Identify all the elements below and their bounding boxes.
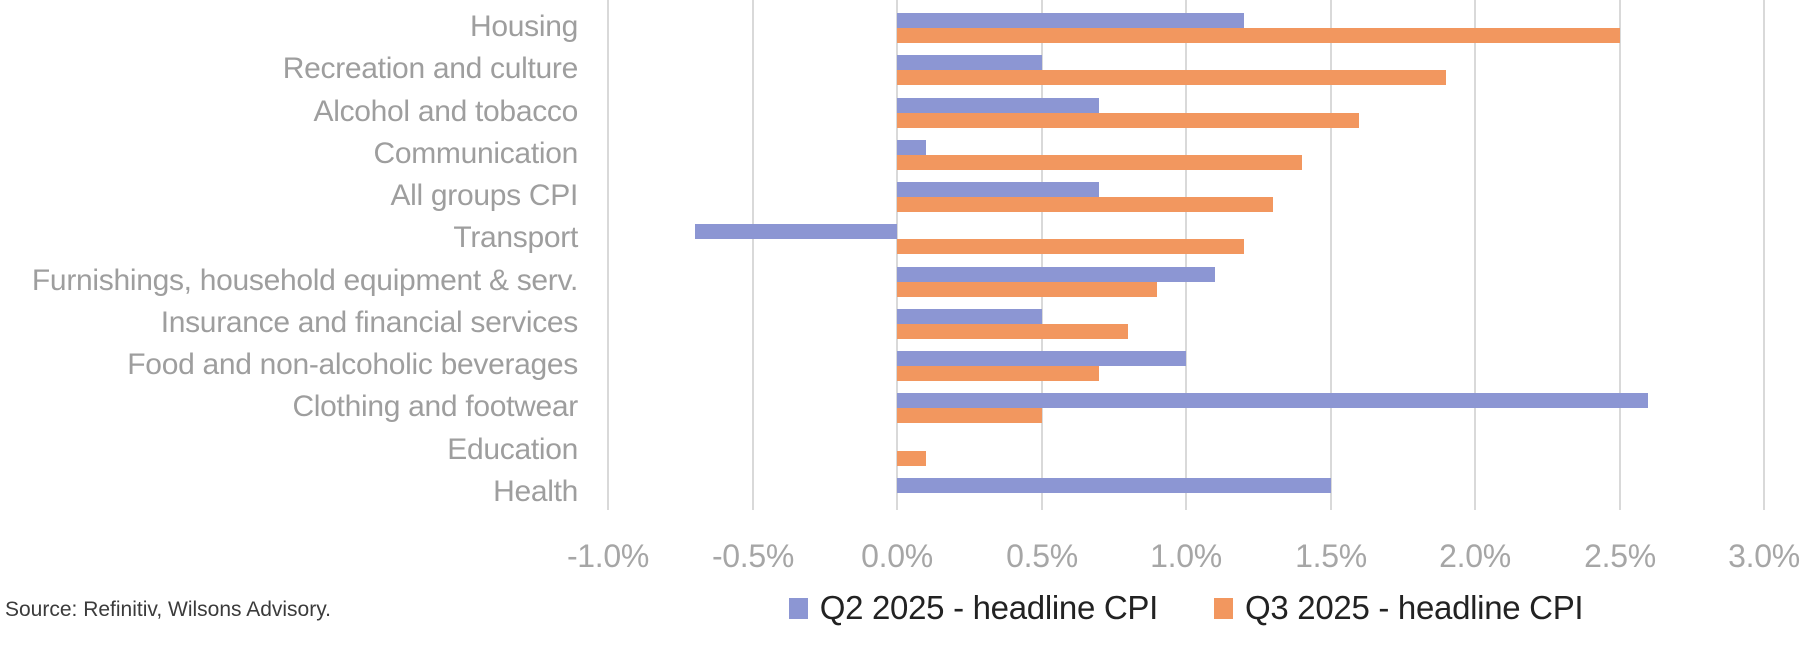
bar-series0	[897, 13, 1244, 28]
gridline-0.0%	[896, 0, 898, 510]
legend-label-q2: Q2 2025 - headline CPI	[819, 589, 1159, 626]
gridline--1.0%	[607, 0, 609, 510]
gridline-0.5%	[1040, 0, 1043, 510]
gridline-1.0%	[1185, 0, 1187, 510]
x-tick-label: 1.0%	[1150, 538, 1222, 574]
bar-series1	[897, 70, 1446, 85]
bar-series1	[897, 408, 1042, 423]
bar-series1	[897, 324, 1128, 339]
category-label: Clothing and footwear	[292, 390, 578, 423]
x-tick-label: 0.0%	[861, 538, 933, 574]
bar-series1	[897, 28, 1620, 43]
category-label: Furnishings, household equipment & serv.	[31, 264, 578, 297]
category-label: Transport	[453, 221, 578, 254]
gridline-1.5%	[1329, 0, 1332, 510]
category-label: Health	[493, 475, 578, 508]
category-label: Education	[447, 433, 578, 466]
bar-series0	[897, 351, 1186, 366]
source-note: Source: Refinitiv, Wilsons Advisory.	[5, 598, 331, 621]
bar-series0	[897, 478, 1331, 493]
legend-label-q3: Q3 2025 - headline CPI	[1245, 589, 1584, 626]
x-tick-label: -1.0%	[566, 538, 650, 574]
bar-series1	[897, 197, 1273, 212]
bar-series1	[897, 366, 1099, 381]
bar-series0	[897, 267, 1215, 282]
bar-series1	[897, 155, 1302, 170]
category-label: Insurance and financial services	[160, 306, 579, 339]
x-tick-label: 2.0%	[1439, 538, 1511, 574]
bar-series1	[897, 282, 1157, 297]
bar-series0	[897, 309, 1042, 324]
legend: Q2 2025 - headline CPI Q3 2025 - headlin…	[608, 586, 1764, 630]
category-label: Food and non-alcoholic beverages	[127, 348, 578, 381]
bar-series1	[897, 239, 1244, 254]
legend-item-q2: Q2 2025 - headline CPI	[788, 589, 1159, 627]
category-label: All groups CPI	[390, 179, 578, 212]
x-tick-label: 3.0%	[1728, 538, 1800, 574]
legend-swatch-q2	[788, 597, 808, 619]
gridline-3.0%	[1763, 0, 1765, 510]
bar-series0	[897, 140, 926, 155]
x-tick-label: 0.5%	[1006, 538, 1078, 574]
x-tick-label: -0.5%	[711, 538, 795, 574]
bar-series1	[897, 113, 1359, 128]
bar-series1	[897, 451, 926, 466]
legend-item-q3: Q3 2025 - headline CPI	[1214, 589, 1584, 627]
bar-series0	[897, 393, 1648, 408]
x-tick-label: 1.5%	[1295, 538, 1367, 574]
bar-series0	[695, 224, 897, 239]
gridline-2.5%	[1618, 0, 1621, 510]
bar-series0	[897, 98, 1099, 113]
bar-series0	[897, 182, 1099, 197]
legend-swatch-q3	[1214, 597, 1233, 619]
gridline--0.5%	[751, 0, 754, 510]
bar-series0	[897, 55, 1042, 70]
plot-area	[607, 0, 1765, 510]
category-label: Communication	[373, 137, 578, 170]
category-label: Alcohol and tobacco	[313, 95, 579, 128]
category-label: Recreation and culture	[282, 52, 579, 85]
x-tick-label: 2.5%	[1584, 538, 1656, 574]
category-label: Housing	[470, 10, 578, 43]
gridline-2.0%	[1474, 0, 1476, 510]
